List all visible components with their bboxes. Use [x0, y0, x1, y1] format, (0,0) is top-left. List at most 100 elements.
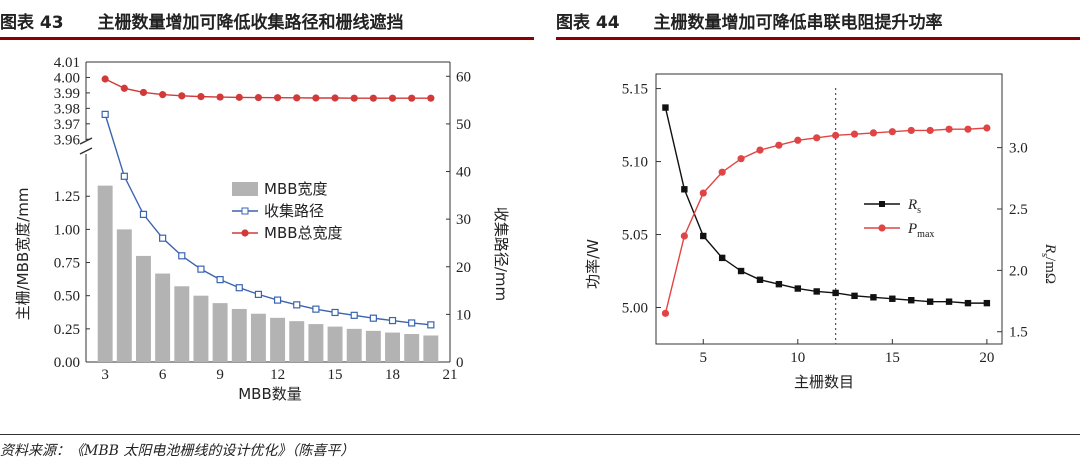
rs-series-point — [983, 299, 991, 307]
right-y-tick-label: 5.00 — [622, 301, 648, 317]
rs-series-point — [945, 298, 953, 305]
mbb-width-bar — [193, 295, 209, 362]
collection-path-point — [427, 321, 435, 329]
legend-label-pmax: Pmax — [907, 221, 934, 240]
legend-label-rs: Rs — [907, 197, 921, 216]
collection-path-point — [178, 252, 186, 260]
mbb-total-width-point — [101, 75, 109, 83]
mbb-total-width-point — [159, 91, 167, 99]
collection-path-point — [388, 316, 397, 325]
mbb-width-bar — [365, 330, 381, 362]
right-y2-tick-label: 2.0 — [1009, 263, 1028, 279]
rs-series-point — [813, 288, 820, 295]
collection-path-point — [139, 210, 148, 218]
left-y-upper-tick-label: 4.00 — [54, 70, 80, 86]
mbb-total-width-point — [254, 93, 263, 102]
mbb-width-bar — [270, 317, 286, 362]
collection-path-point — [331, 308, 339, 317]
mbb-width-bar — [155, 273, 171, 362]
collection-path-point — [293, 301, 301, 309]
right-y2-axis-label: Rs/mΩ — [1039, 243, 1058, 284]
right-y2-tick-label: 3.0 — [1009, 141, 1028, 157]
mbb-total-width-point — [350, 94, 358, 102]
legend-label-collection-path: 收集路径 — [264, 202, 324, 220]
left-y2-tick-label: 20 — [456, 260, 471, 276]
legend-swatch-mbb-width — [232, 182, 258, 196]
pmax-series-point — [850, 130, 859, 138]
mbb-total-width-point — [312, 94, 320, 102]
mbb-width-bar — [250, 313, 266, 362]
right-y-tick-label: 5.15 — [622, 82, 648, 98]
collection-path-point — [101, 110, 109, 118]
collection-path-point — [273, 296, 282, 304]
rs-series-point — [681, 186, 688, 193]
collection-path-point — [408, 319, 416, 327]
legend-marker-rs — [879, 201, 885, 207]
rs-series-point — [889, 295, 896, 302]
left-y-tick-label: 0.25 — [54, 322, 80, 338]
left-y-upper-tick-label: 3.98 — [54, 101, 80, 117]
mbb-total-width-point — [178, 92, 186, 100]
right-figure-title: 图表 44 主栅数量增加可降低串联电阻提升功率 — [556, 8, 1080, 40]
legend-marker-mbb-total-width — [241, 229, 249, 237]
mbb-total-width-point — [120, 84, 128, 92]
pmax-series-point — [907, 126, 915, 135]
mbb-width-bar — [136, 255, 151, 362]
source-note: 资料来源：《MBB 太阳电池栅线的设计优化》（陈喜平） — [0, 434, 1080, 460]
rs-series-point — [756, 276, 764, 283]
right-y-axis-label: 功率/W — [584, 239, 602, 289]
mbb-total-width-point — [331, 94, 339, 102]
left-y-upper-tick-label: 3.99 — [54, 86, 80, 102]
pmax-series-point — [983, 124, 991, 132]
mbb-width-bar — [423, 335, 439, 362]
right-x-tick-label: 15 — [885, 350, 900, 366]
mbb-width-bar — [116, 229, 132, 362]
mbb-total-width-point — [139, 88, 148, 97]
left-x-tick-label: 6 — [159, 367, 167, 383]
rs-series-point — [662, 104, 669, 111]
rs-series-point — [832, 289, 839, 297]
mbb-total-width-point — [293, 94, 301, 102]
left-y2-tick-label: 0 — [456, 355, 464, 371]
mbb-total-width-point — [388, 94, 397, 102]
left-y2-tick-label: 30 — [456, 212, 471, 228]
power-resistance-chart: 功率/W Rs/mΩ 主栅数目 5 10 15 20 5.00 5.05 5.10 5.15 1… — [584, 73, 1058, 391]
rs-series-point — [794, 285, 802, 292]
pmax-series-point — [680, 232, 688, 240]
rs-series-point — [964, 299, 972, 307]
right-x-tick-label: 10 — [790, 350, 805, 366]
pmax-series-point — [888, 128, 896, 136]
right-x-tick-label: 5 — [700, 350, 708, 366]
pmax-series-point — [926, 126, 934, 135]
right-y-tick-label: 5.10 — [622, 155, 648, 171]
pmax-series-point — [869, 129, 878, 137]
mbb-width-bar — [404, 334, 420, 362]
mbb-width-bar — [97, 185, 113, 362]
rs-series-point — [737, 267, 745, 275]
pmax-series-point — [737, 155, 745, 163]
left-y-upper-tick-label: 4.01 — [54, 55, 80, 71]
right-x-axis-label: 主栅数目 — [794, 373, 854, 391]
mbb-total-width-point — [197, 93, 205, 101]
left-x-tick-label: 3 — [101, 367, 109, 383]
collection-path-point — [197, 265, 205, 273]
mbb-width-bar — [212, 303, 228, 362]
left-y2-tick-label: 50 — [456, 117, 471, 133]
left-y-tick-label: 1.00 — [54, 222, 80, 238]
rs-series-point — [908, 297, 915, 304]
legend-label-mbb-total-width: MBB总宽度 — [264, 224, 343, 242]
left-y2-tick-label: 10 — [456, 307, 471, 323]
left-y-upper-tick-label: 3.96 — [54, 132, 81, 148]
axis-break-mark — [79, 147, 93, 155]
left-figure-label: 图表 43 — [0, 13, 64, 33]
left-y-axis-label: 主栅/MBB宽度/mm — [14, 188, 32, 321]
collection-path-point — [350, 311, 358, 319]
left-y-tick-label: 1.25 — [54, 189, 80, 205]
left-x-tick-label: 18 — [385, 367, 400, 383]
pmax-series-point — [964, 125, 972, 133]
rs-series-point — [700, 232, 707, 240]
pmax-series-point — [756, 146, 764, 154]
mbb-total-width-point — [427, 94, 435, 102]
pmax-series-point — [832, 131, 840, 139]
right-figure-heading: 主栅数量增加可降低串联电阻提升功率 — [653, 13, 943, 33]
